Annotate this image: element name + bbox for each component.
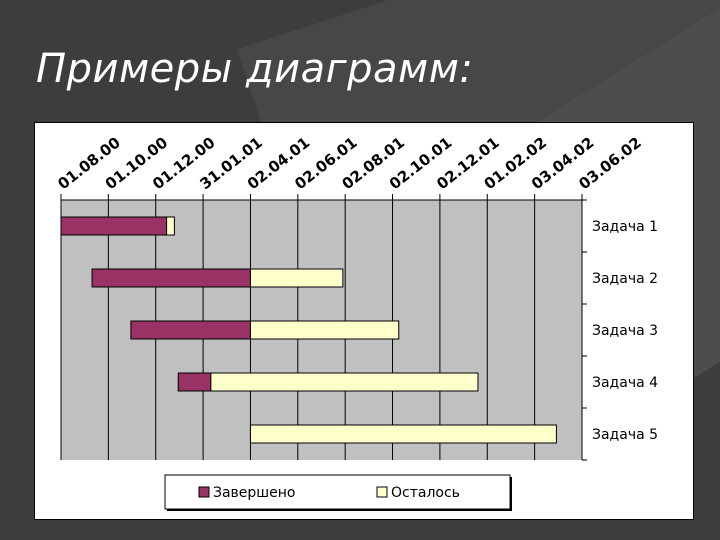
bar-segment: [91, 268, 251, 288]
category-label: Задача 4: [592, 375, 658, 391]
legend-label: Завершено: [213, 485, 295, 501]
category-label: Задача 3: [592, 323, 658, 339]
bar-segment: [177, 372, 212, 392]
category-label: Задача 1: [592, 219, 658, 235]
legend-shadow: [510, 477, 512, 511]
legend-shadow: [167, 509, 512, 511]
legend-label: Осталось: [391, 485, 460, 501]
legend-swatch: [198, 486, 210, 498]
category-label: Задача 5: [592, 427, 658, 443]
bar-segment: [249, 424, 557, 444]
bar-segment: [210, 372, 479, 392]
bar-segment: [166, 216, 175, 236]
bar-segment: [60, 216, 168, 236]
gantt-chart: 01.08.00 01.10.00 01.12.00 31.01.01 02.04.01…: [34, 122, 694, 520]
bar-segment: [130, 320, 251, 340]
category-label: Задача 2: [592, 271, 658, 287]
bar-segment: [249, 320, 400, 340]
bar-segment: [249, 268, 344, 288]
legend-swatch: [376, 486, 388, 498]
gantt-chart-svg: 01.08.0001.10.0001.12.0031.01.0102.04.01…: [54, 133, 658, 511]
slide-title: Примеры диаграмм:: [36, 46, 474, 92]
